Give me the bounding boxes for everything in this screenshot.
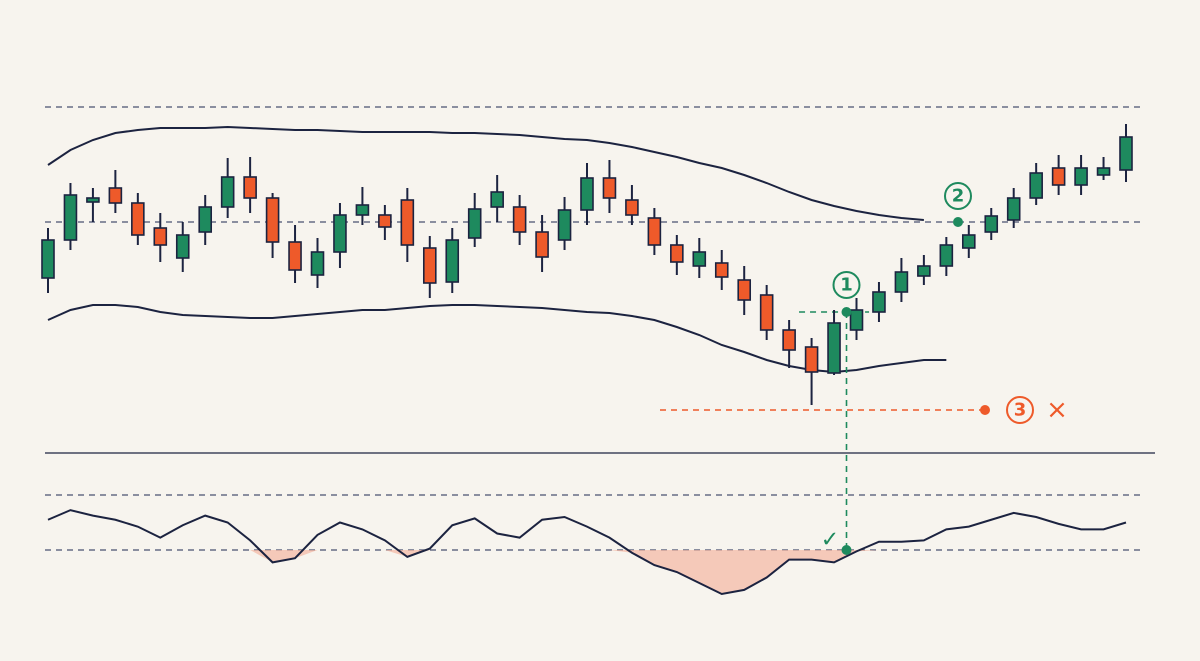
annotation-badge bbox=[944, 182, 972, 210]
candle-body bbox=[939, 244, 954, 267]
annotation-badge bbox=[832, 271, 861, 299]
candle-body bbox=[1119, 136, 1133, 171]
annotation-label: 2 bbox=[952, 186, 965, 207]
candle-body bbox=[535, 231, 549, 258]
annotation-label: 3 bbox=[1014, 400, 1027, 421]
candle-body bbox=[1074, 167, 1088, 186]
candle-body bbox=[961, 234, 976, 249]
candle-body bbox=[849, 309, 864, 331]
candle-body bbox=[41, 239, 55, 279]
candle-body bbox=[580, 177, 594, 211]
candle-body bbox=[1006, 197, 1021, 221]
candle-body bbox=[310, 251, 325, 276]
candle-body bbox=[737, 279, 752, 301]
candle-body bbox=[333, 214, 347, 253]
candle-body bbox=[467, 208, 482, 239]
candle-body bbox=[1029, 172, 1043, 199]
stop-dot bbox=[980, 405, 990, 415]
candle-body bbox=[917, 265, 931, 277]
signal-dot bbox=[841, 545, 852, 555]
candle-body bbox=[872, 291, 886, 313]
annotation-label: 1 bbox=[840, 275, 853, 296]
annotation-badge bbox=[1006, 396, 1034, 424]
candle-body bbox=[782, 329, 796, 351]
candle-body bbox=[827, 322, 841, 374]
candle-body bbox=[220, 176, 235, 208]
candle-body bbox=[86, 197, 100, 203]
candle-body bbox=[198, 206, 213, 233]
candle-body bbox=[131, 202, 145, 236]
candle-body bbox=[557, 209, 572, 241]
candle-body bbox=[153, 227, 168, 246]
candle-body bbox=[647, 217, 662, 246]
candle-body bbox=[714, 262, 729, 278]
lower-band bbox=[47, 304, 947, 374]
oversold-shade bbox=[48, 550, 1126, 594]
candle-body bbox=[108, 187, 123, 204]
candle-body bbox=[63, 194, 78, 241]
candle-body bbox=[759, 294, 774, 331]
candle-body bbox=[692, 251, 707, 267]
candle-body bbox=[175, 234, 190, 259]
candle-body bbox=[670, 244, 684, 263]
candle-body bbox=[1096, 167, 1111, 176]
candle-body bbox=[445, 239, 460, 283]
candle-body bbox=[512, 206, 527, 233]
candle-body bbox=[243, 176, 257, 199]
candle-body bbox=[1051, 167, 1066, 186]
candle-body bbox=[625, 199, 639, 216]
candle-body bbox=[602, 177, 617, 199]
candle-body bbox=[422, 247, 437, 284]
annotation-label: × bbox=[1046, 395, 1068, 425]
candle-body bbox=[804, 346, 819, 373]
candle-body bbox=[490, 191, 504, 208]
candle-body bbox=[400, 199, 415, 246]
candle-body bbox=[378, 214, 392, 228]
candle-body bbox=[265, 197, 280, 243]
oscillator-line bbox=[47, 509, 1127, 596]
target-dot bbox=[953, 217, 963, 227]
candle-body bbox=[355, 204, 370, 216]
signal-dot bbox=[841, 307, 852, 317]
candle-body bbox=[288, 241, 302, 271]
upper-band bbox=[47, 125, 924, 221]
candle-body bbox=[984, 215, 999, 233]
annotation-label: ✓ bbox=[821, 528, 839, 553]
candle-body bbox=[894, 271, 909, 293]
